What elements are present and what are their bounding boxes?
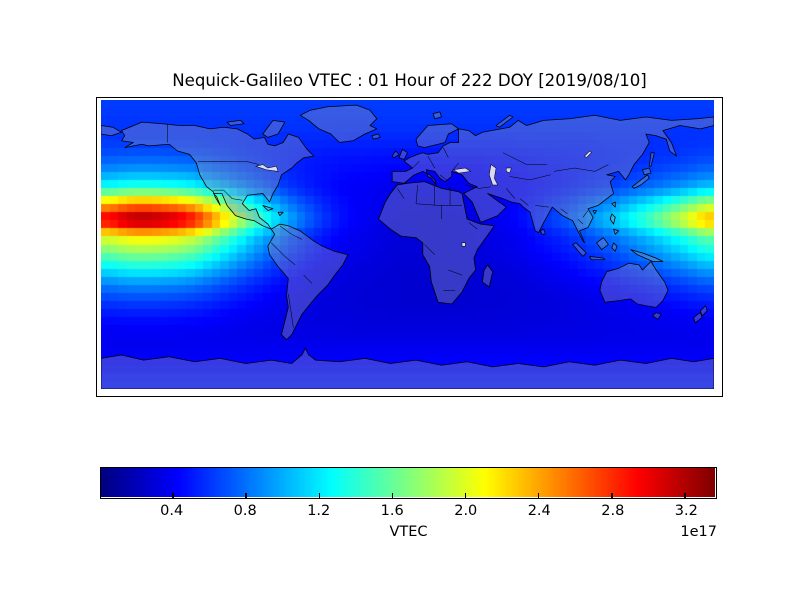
land-luzon <box>609 213 616 225</box>
lake-aral <box>506 167 512 174</box>
colorbar-tick-label: 1.6 <box>380 503 404 519</box>
land-borneo <box>596 237 609 250</box>
land-ireland <box>391 150 400 159</box>
colorbar-tick-label: 3.2 <box>674 503 698 519</box>
land-sumatra <box>572 242 587 257</box>
colorbar-scale-label: 1e17 <box>680 524 717 540</box>
colorbar-tick-mark <box>172 493 174 498</box>
colorbar-tick-label: 0.4 <box>160 503 184 519</box>
colorbar-tick-label: 0.8 <box>233 503 257 519</box>
land-sri-lanka <box>539 228 546 235</box>
land-novaya-zemlya <box>495 114 514 128</box>
land-greenland <box>299 104 378 143</box>
colorbar-tick-mark <box>391 493 394 498</box>
land-eurasia <box>391 114 714 244</box>
land-svalbard <box>432 111 442 120</box>
land-mindanao <box>613 228 620 235</box>
land-scandinavia <box>415 123 459 148</box>
land-hainan <box>592 210 597 215</box>
land-taiwan <box>611 201 616 208</box>
colorbar-tick-mark <box>538 493 540 498</box>
land-honshu <box>631 174 650 189</box>
vtec-heatmap-canvas <box>101 100 714 389</box>
colorbar-tick-mark <box>464 493 467 498</box>
land-tasmania <box>652 312 662 320</box>
land-nz-north <box>699 305 708 317</box>
colorbar-axis-label: VTEC <box>389 524 428 540</box>
lake-victoria <box>461 242 466 247</box>
land-madagascar <box>482 264 494 288</box>
land-java <box>589 256 606 261</box>
lake-black-sea <box>452 167 472 174</box>
land-baffin <box>262 120 286 138</box>
map-axes-frame <box>96 97 723 397</box>
colorbar-tick-mark <box>245 493 247 498</box>
country-borders <box>167 123 609 328</box>
plot-title: Nequick-Galileo VTEC : 01 Hour of 222 DO… <box>172 71 647 90</box>
colorbar <box>100 467 717 499</box>
land-hokkaido <box>642 167 652 176</box>
land-new-guinea <box>630 249 664 262</box>
colorbar-tick-mark <box>611 493 613 498</box>
colorbar-gradient-canvas <box>101 468 715 497</box>
land-uk <box>398 148 408 160</box>
land-sakhalin <box>648 152 655 167</box>
lake-polygons <box>255 150 592 247</box>
land-antarctica <box>101 347 714 389</box>
colorbar-tick-label: 2.4 <box>527 503 551 519</box>
land-australia <box>599 261 669 308</box>
land-africa <box>378 181 495 305</box>
colorbar-tick-label: 2.0 <box>454 503 478 519</box>
lake-great-lakes <box>255 164 279 172</box>
land-iceland <box>371 133 381 140</box>
land-polygons <box>101 104 714 389</box>
land-north-america <box>121 121 315 230</box>
land-hispaniola <box>277 211 284 216</box>
land-victoria-island <box>226 120 245 126</box>
land-chukotka <box>101 125 122 137</box>
lake-baikal <box>584 150 592 159</box>
land-sulawesi <box>611 242 618 252</box>
colorbar-tick-mark <box>684 493 686 498</box>
colorbar-tick-labels: 0.4 0.8 1.2 1.6 2.0 2.4 2.8 3.2 <box>100 503 717 521</box>
coastlines-overlay <box>101 104 714 389</box>
lake-caspian <box>488 164 499 186</box>
colorbar-tick-label: 2.8 <box>601 503 625 519</box>
land-south-america <box>267 223 349 341</box>
colorbar-tick-label: 1.2 <box>307 503 331 519</box>
colorbar-tick-mark <box>318 493 320 498</box>
land-nz-south <box>693 312 703 324</box>
land-cuba <box>262 205 274 211</box>
